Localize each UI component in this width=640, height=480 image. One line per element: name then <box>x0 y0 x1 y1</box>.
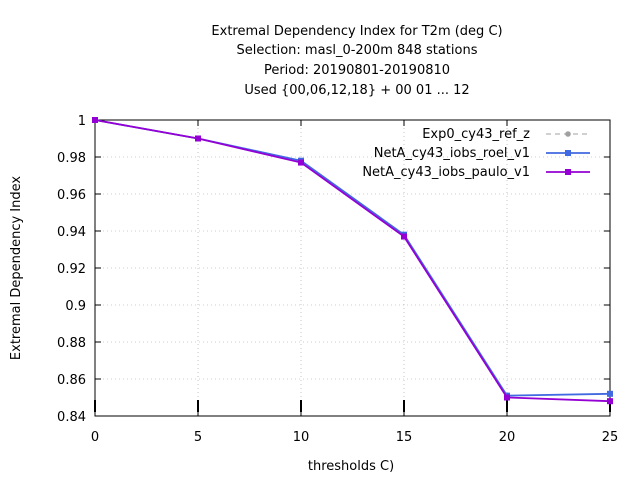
legend-label: NetA_cy43_iobs_roel_v1 <box>374 146 530 161</box>
y-tick-label: 0.98 <box>57 151 86 166</box>
x-tick-label: 25 <box>602 430 619 445</box>
x-tick-label: 5 <box>194 430 202 445</box>
y-tick-label: 0.96 <box>57 188 86 203</box>
series-2 <box>92 117 613 399</box>
x-tick-label: 20 <box>499 430 516 445</box>
y-tick-label: 0.86 <box>57 373 86 388</box>
data-point <box>298 159 304 166</box>
y-axis-label: Extremal Dependency Index <box>9 176 24 360</box>
y-tick-label: 1 <box>78 114 86 129</box>
data-point <box>92 117 98 123</box>
legend-marker <box>565 131 571 137</box>
x-tick-label: 10 <box>293 430 310 445</box>
series-line <box>94 119 611 397</box>
plot-frame <box>94 119 611 417</box>
legend-label: NetA_cy43_iobs_paulo_v1 <box>362 165 530 180</box>
data-point <box>195 135 201 142</box>
title-line-2: Selection: masl_0-200m 848 stations <box>237 43 478 58</box>
data-point <box>607 398 613 405</box>
x-tick-label: 0 <box>91 430 99 445</box>
y-tick-label: 0.92 <box>57 262 86 277</box>
title-line-3: Period: 20190801-20190810 <box>264 63 450 78</box>
legend-marker <box>565 150 571 156</box>
legend-item: NetA_cy43_iobs_roel_v1 <box>374 146 590 161</box>
legend-label: Exp0_cy43_ref_z <box>422 127 530 142</box>
title-line-1: Extremal Dependency Index for T2m (deg C… <box>211 24 502 39</box>
series-line <box>94 119 611 403</box>
y-tick-label: 0.9 <box>65 299 86 314</box>
series-3 <box>92 117 613 405</box>
y-tick-label: 0.94 <box>57 225 86 240</box>
data-point <box>401 233 407 240</box>
series-line <box>94 119 611 397</box>
chart-title: Extremal Dependency Index for T2m (deg C… <box>211 24 502 98</box>
x-axis-label: thresholds C) <box>308 459 394 474</box>
y-tick-label: 0.84 <box>57 410 86 425</box>
grid <box>94 119 611 417</box>
legend-marker <box>565 169 571 175</box>
data-point <box>607 390 613 397</box>
x-tick-label: 15 <box>396 430 413 445</box>
legend-item: Exp0_cy43_ref_z <box>422 127 590 142</box>
series-1 <box>92 117 613 399</box>
series-lines <box>92 117 613 405</box>
legend-item: NetA_cy43_iobs_paulo_v1 <box>362 165 590 180</box>
data-point <box>504 394 510 401</box>
title-line-4: Used {00,06,12,18} + 00 01 ... 12 <box>244 83 469 98</box>
y-tick-label: 0.88 <box>57 336 86 351</box>
legend: Exp0_cy43_ref_z NetA_cy43_iobs_roel_v1 Net… <box>362 127 590 180</box>
